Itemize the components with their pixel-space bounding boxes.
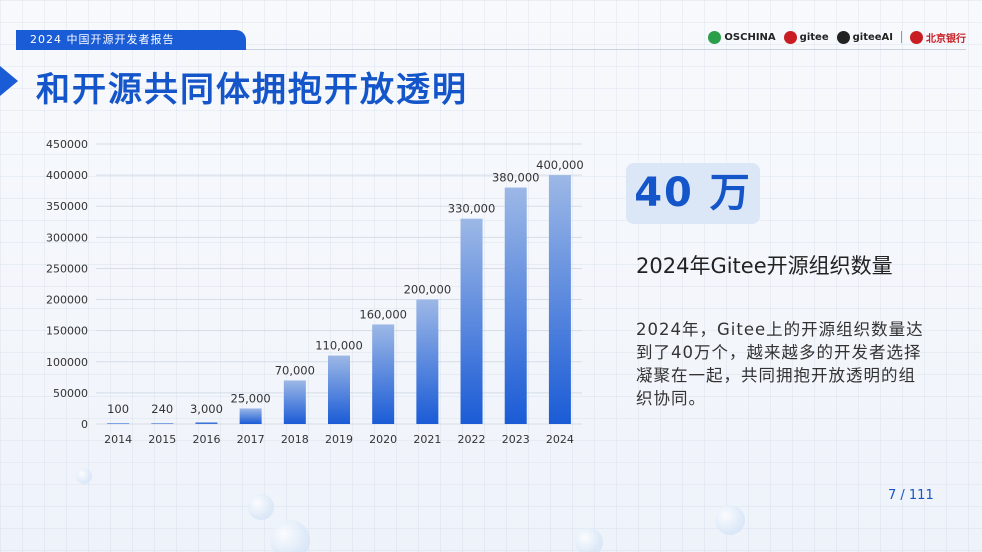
logo-separator [901,31,902,43]
stat-description: 2024年，Gitee上的开源组织数量达到了40万个，越来越多的开发者选择凝聚在… [636,320,924,408]
logo-text-bank: 北京银行 [926,33,966,45]
x-tick-label: 2022 [458,433,486,446]
decor-bubble [270,520,310,552]
x-tick-label: 2014 [104,433,132,446]
x-tick-label: 2024 [546,433,574,446]
x-tick-label: 2017 [237,433,265,446]
title-arrow-icon [0,66,18,96]
bar-chart: 0 50000 100000 150000 200000 250000 300000 3500… [46,138,584,446]
bar-2020 [372,324,395,424]
bar-2023 [504,187,527,424]
x-tick-label: 2019 [325,433,353,446]
logo-text-oschina: OSCHINA [724,31,776,43]
y-tick-label: 50000 [53,387,88,400]
data-label-2022: 330,000 [448,202,496,216]
data-label-2016: 3,000 [190,402,223,416]
data-label-2020: 160,000 [359,307,407,321]
y-tick-label: 0 [81,418,88,431]
y-tick-label: 250000 [46,262,88,275]
x-tick-label: 2016 [192,433,220,446]
bar-2024 [548,175,571,424]
bar-2017 [239,408,262,424]
data-label-2021: 200,000 [404,283,452,297]
y-tick-label: 400000 [46,169,88,182]
header-divider [246,49,966,50]
page-number: 7 / 111 [888,488,934,503]
data-label-2017: 25,000 [231,391,271,405]
gitee-ai-icon [836,30,850,44]
bar-2016 [195,422,218,424]
bar-2022 [460,218,483,424]
gitee-icon [783,30,797,44]
data-label-2023: 380,000 [492,171,540,185]
data-label-2014: 100 [107,402,129,416]
decor-bubble [575,528,603,552]
stat-subtitle: 2024年Gitee开源组织数量 [636,254,893,278]
x-tick-label: 2021 [413,433,441,446]
x-tick-label: 2023 [502,433,530,446]
partner-logos: OSCHINA gitee giteeAI 北京银行 [708,28,966,46]
bank-of-beijing-icon [910,30,923,44]
decor-bubble [248,494,274,520]
y-tick-label: 100000 [46,356,88,369]
bar-2019 [328,355,350,424]
x-tick-label: 2020 [369,433,397,446]
bank-of-beijing-logo: 北京银行 [910,30,966,45]
bar-2018 [283,380,306,424]
y-tick-label: 150000 [46,325,88,338]
y-tick-label: 200000 [46,294,88,307]
y-tick-label: 450000 [46,138,88,151]
gitee-ai-logo: giteeAI [836,30,893,44]
bar-2021 [416,299,439,424]
data-label-2015: 240 [151,402,173,416]
logo-text-gitee-ai: giteeAI [852,31,893,43]
page-title: 和开源共同体拥抱开放透明 [36,70,468,110]
data-label-2019: 110,000 [315,339,363,353]
y-tick-label: 300000 [46,231,88,244]
bar-2015 [151,423,174,424]
data-label-2018: 70,000 [275,363,315,377]
logo-text-gitee: gitee [799,31,829,43]
x-tick-label: 2015 [148,433,176,446]
data-label-2024: 400,000 [536,158,584,172]
oschina-logo: OSCHINA [708,30,776,44]
decor-bubble [715,505,745,535]
gitee-logo: gitee [783,30,829,44]
decor-bubble [76,468,92,484]
x-tick-label: 2018 [281,433,309,446]
report-tag: 2024 中国开源开发者报告 [16,30,246,50]
highlight-value: 40 万 [626,163,760,224]
bar-2014 [107,423,130,424]
y-tick-label: 350000 [46,200,88,213]
oschina-icon [708,30,722,44]
